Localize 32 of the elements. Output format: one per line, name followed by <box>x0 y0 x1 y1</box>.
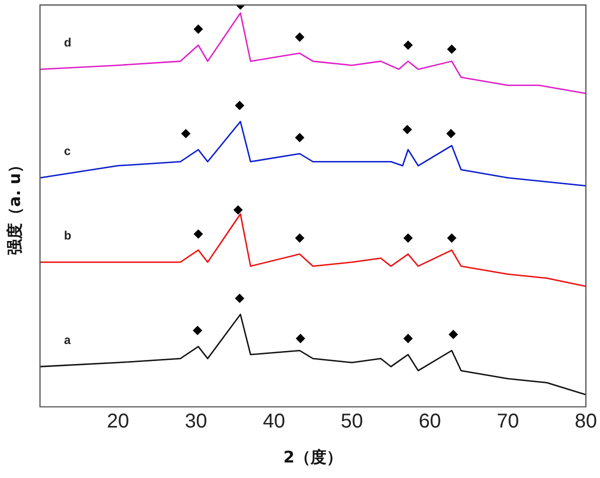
point <box>181 129 190 138</box>
x-axis-title: 2（度） <box>283 448 343 467</box>
point <box>447 234 456 243</box>
x-tick-label: 50 <box>340 410 364 432</box>
x-tick-label: 40 <box>262 410 286 432</box>
point <box>446 129 456 138</box>
point <box>296 334 305 343</box>
series-label: a <box>64 332 71 347</box>
y-axis-title: 强度（a. u） <box>5 156 24 255</box>
point <box>194 230 203 239</box>
point <box>402 125 412 134</box>
series-label: c <box>64 144 71 158</box>
point <box>295 133 304 142</box>
point <box>235 294 244 303</box>
point <box>404 40 413 50</box>
point <box>448 330 458 339</box>
point <box>295 32 304 42</box>
point <box>447 44 456 54</box>
series-label: b <box>64 228 72 242</box>
x-tick-label: 30 <box>184 410 208 432</box>
point <box>404 234 413 243</box>
point <box>404 334 413 343</box>
series-label: d <box>64 36 72 50</box>
point <box>194 24 203 34</box>
point <box>235 100 244 110</box>
x-tick-label: 70 <box>496 410 520 432</box>
point <box>193 326 202 335</box>
point <box>295 234 304 243</box>
x-tick-label: 60 <box>418 410 442 432</box>
x-tick-label: 20 <box>106 410 130 432</box>
point <box>234 205 243 214</box>
x-tick-label: 80 <box>574 410 597 432</box>
